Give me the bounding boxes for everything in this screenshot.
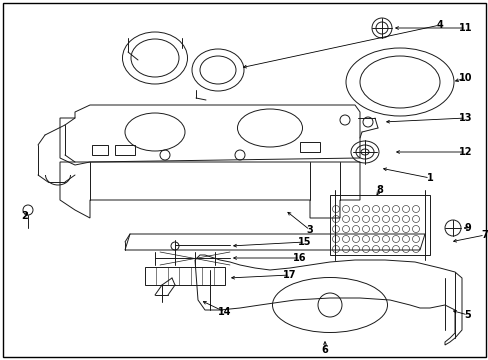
Text: 8: 8 bbox=[376, 185, 383, 195]
Text: 15: 15 bbox=[298, 237, 311, 247]
Text: 14: 14 bbox=[218, 307, 231, 317]
Text: 16: 16 bbox=[293, 253, 306, 263]
Text: 13: 13 bbox=[458, 113, 472, 123]
Text: 11: 11 bbox=[458, 23, 472, 33]
Text: 4: 4 bbox=[436, 20, 443, 30]
Text: 9: 9 bbox=[464, 223, 470, 233]
Text: 1: 1 bbox=[426, 173, 432, 183]
Text: 10: 10 bbox=[458, 73, 472, 83]
Text: 17: 17 bbox=[283, 270, 296, 280]
Bar bbox=[145, 267, 224, 285]
Bar bbox=[329, 195, 429, 255]
Text: 7: 7 bbox=[481, 230, 488, 240]
Text: 2: 2 bbox=[21, 211, 28, 221]
Text: 6: 6 bbox=[321, 345, 328, 355]
Text: 5: 5 bbox=[464, 310, 470, 320]
Text: 3: 3 bbox=[306, 225, 313, 235]
Text: 12: 12 bbox=[458, 147, 472, 157]
